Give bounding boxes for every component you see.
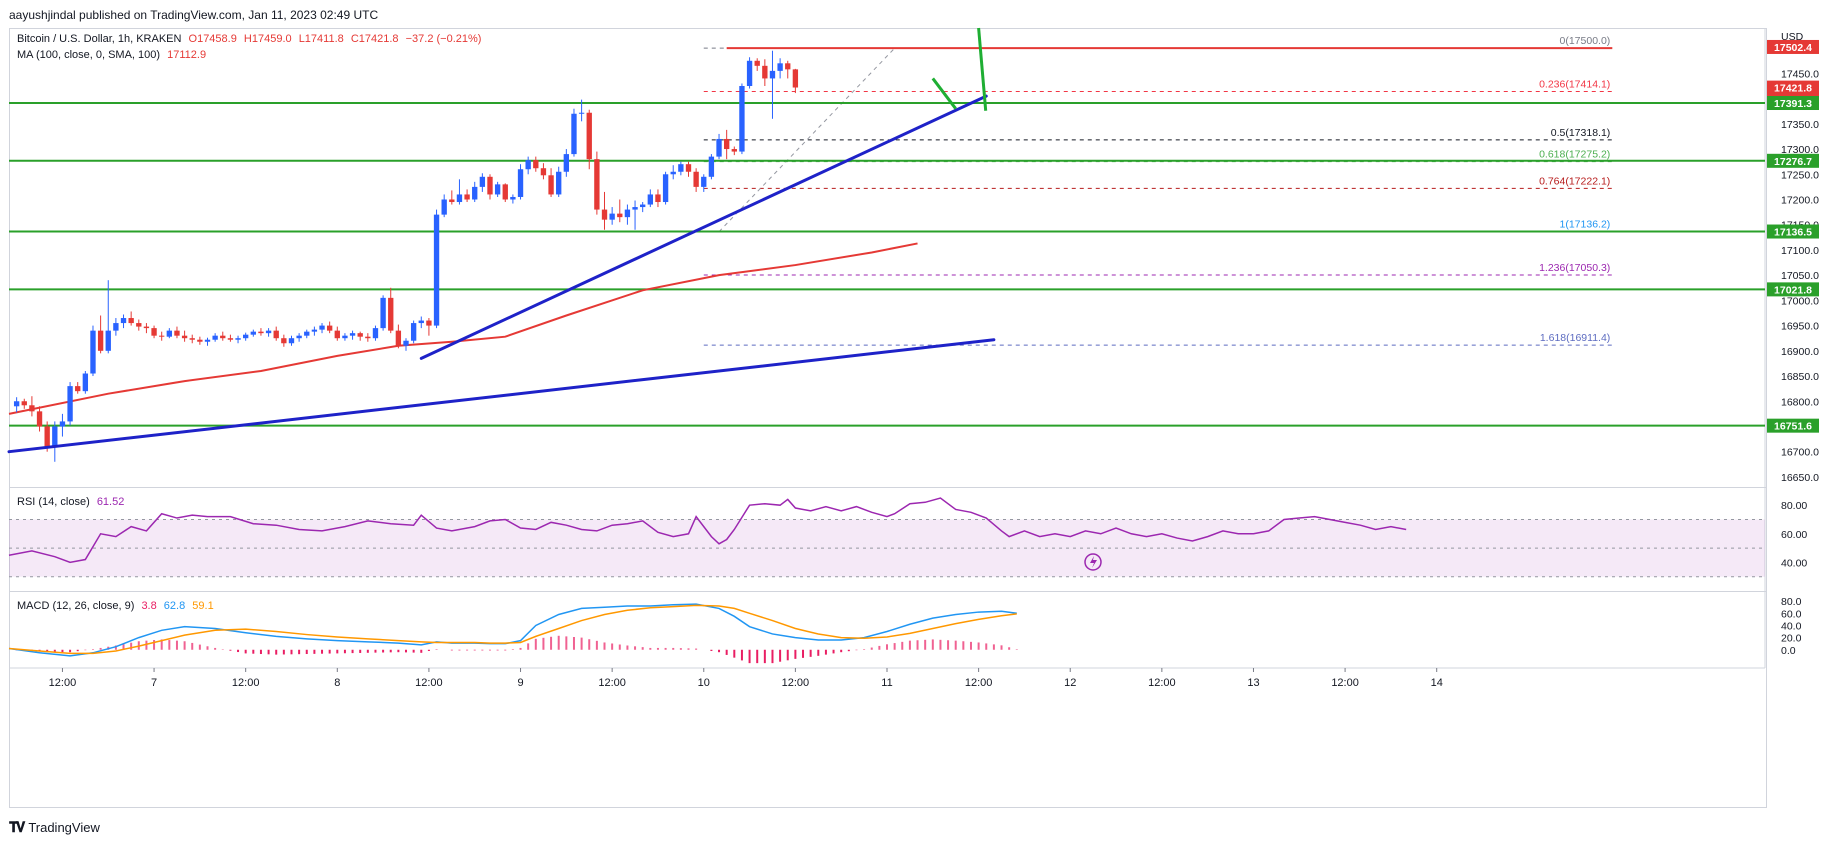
macd-signal-value: 59.1 [192,600,214,612]
price-tick-label: 16650.0 [1781,472,1819,484]
macd-tick-label: 40.0 [1781,620,1802,632]
price-tick-label: 16800.0 [1781,396,1819,408]
price-axis-badge [1767,80,1819,107]
chart-frame [9,28,1767,808]
price-tick-label: 17300.0 [1781,144,1819,156]
macd-legend: MACD (12, 26, close, 9) 3.8 62.8 59.1 [17,600,218,612]
price-tick-label: 16900.0 [1781,346,1819,358]
rsi-tick-label: 60.00 [1781,529,1807,541]
price-axis-badge [1767,282,1819,297]
ohlc-low: L17411.8 [298,33,344,45]
price-axis-badge [1767,153,1819,168]
macd-tick-label: 20.0 [1781,633,1802,645]
price-tick-label: 17200.0 [1781,194,1819,206]
price-tick-label: 17150.0 [1781,220,1819,232]
rsi-label[interactable]: RSI (14, close) [17,496,90,508]
price-axis-badge [1767,224,1819,239]
price-tick-label: 17400.0 [1781,94,1819,106]
tradingview-logo[interactable]: 𝐓𝐕 TradingView [9,819,100,836]
axis-unit-label: USD [1781,31,1804,43]
ma-value: 17112.9 [167,49,207,61]
macd-tick-label: 80.0 [1781,596,1802,608]
rsi-tick-label: 40.00 [1781,557,1807,569]
price-tick-label: 17250.0 [1781,169,1819,181]
ma-label[interactable]: MA (100, close, 0, SMA, 100) [17,49,161,61]
price-axis-badge-label: 17391.3 [1774,98,1812,110]
macd-tick-label: 60.0 [1781,608,1802,620]
price-tick-label: 17000.0 [1781,295,1819,307]
ohlc-open: O17458.9 [188,33,237,45]
published-by-line: aayushjindal published on TradingView.co… [9,8,379,22]
symbol-label[interactable]: Bitcoin / U.S. Dollar, 1h, KRAKEN [17,33,182,45]
price-axis-badge [1767,39,1819,54]
pane-divider-macd[interactable] [9,591,1767,592]
macd-tick-label: 0.0 [1781,645,1796,657]
price-legend: Bitcoin / U.S. Dollar, 1h, KRAKEN O17458… [17,33,485,45]
macd-hist-value: 3.8 [141,600,157,612]
price-axis-badge-label: 17136.5 [1774,227,1812,239]
price-axis-badge-label: 17276.7 [1774,156,1812,168]
price-tick-label: 16700.0 [1781,447,1819,459]
price-tick-label: 16750.0 [1781,421,1819,433]
price-tick-label: 17100.0 [1781,245,1819,257]
rsi-value: 61.52 [96,496,125,508]
ma-legend: MA (100, close, 0, SMA, 100) 17112.9 [17,49,210,61]
price-axis-badge-label: 17021.8 [1774,284,1812,296]
price-axis-badge [1767,418,1819,433]
price-tick-label: 16850.0 [1781,371,1819,383]
rsi-tick-label: 80.00 [1781,500,1807,512]
price-axis-badge-label: 16751.6 [1774,421,1812,433]
macd-label[interactable]: MACD (12, 26, close, 9) [17,600,135,612]
price-axis-badge [1767,96,1819,111]
price-tick-label: 16950.0 [1781,321,1819,333]
price-tick-label: 17350.0 [1781,119,1819,131]
ohlc-change: −37.2 (−0.21%) [405,33,482,45]
price-axis-badge-label: 17421.8 [1774,83,1812,95]
pane-divider-rsi[interactable] [9,487,1767,488]
brand-label: TradingView [28,820,100,835]
price-axis-countdown: 10:03 [1780,96,1805,107]
price-tick-label: 17450.0 [1781,68,1819,80]
price-axis-badge-label: 17502.4 [1774,42,1812,54]
rsi-legend: RSI (14, close) 61.52 [17,496,128,508]
ohlc-high: H17459.0 [243,33,292,45]
tradingview-icon: 𝐓𝐕 [9,819,25,835]
ohlc-close: C17421.8 [350,33,399,45]
price-tick-label: 17050.0 [1781,270,1819,282]
macd-line-value: 62.8 [163,600,186,612]
